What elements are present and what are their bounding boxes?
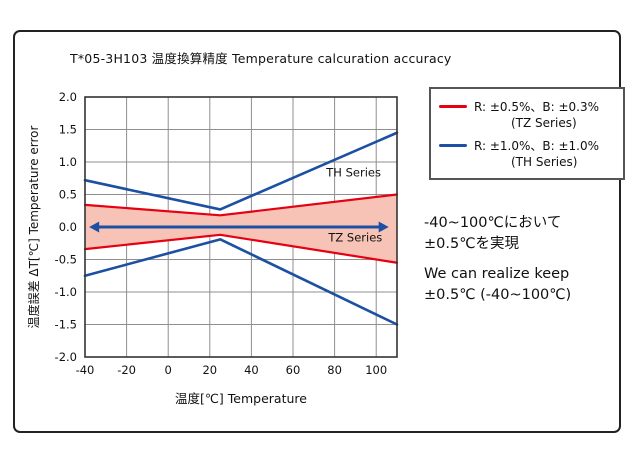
th-series-line-swatch — [439, 144, 467, 147]
tz-tolerance-band — [85, 194, 397, 263]
note-jp-line2: ±0.5℃を実現 — [424, 236, 519, 253]
y-tick-label: -0.5 — [55, 253, 77, 267]
y-tick-label: 1.0 — [59, 155, 77, 169]
legend-label-tz: R: ±0.5%、B: ±0.3% — [474, 100, 599, 114]
y-tick-label: 2.0 — [59, 90, 77, 104]
note-en-line1: We can realize keep — [424, 266, 570, 283]
arrowhead-left — [89, 221, 100, 233]
legend: R: ±0.5%、B: ±0.3% (TZ Series) R: ±1.0%、B… — [429, 87, 625, 180]
y-tick-label: 0.0 — [59, 220, 77, 234]
x-tick-label: 40 — [244, 363, 259, 377]
arrowhead-right — [378, 221, 389, 233]
y-tick-label: 1.5 — [59, 123, 77, 137]
series-line-th-lower — [83, 238, 399, 326]
legend-sublabel-tz: (TZ Series) — [511, 116, 577, 130]
y-tick-label: -2.0 — [55, 350, 77, 364]
outer-border — [13, 30, 621, 433]
series-line-tz-lower — [83, 233, 399, 264]
note-en-line2: ±0.5℃ (-40~100℃) — [424, 287, 572, 304]
x-tick-label: 80 — [327, 363, 342, 377]
accuracy-notes: -40~100℃において ±0.5℃を実現 We can realize kee… — [424, 213, 630, 306]
note-spacer — [424, 255, 630, 264]
legend-label-th: R: ±1.0%、B: ±1.0% — [474, 139, 599, 153]
y-tick-label: -1.5 — [55, 318, 77, 332]
series-label-th-series: TH Series — [325, 165, 381, 179]
x-tick-label: -40 — [76, 363, 95, 377]
x-tick-label: 0 — [165, 363, 172, 377]
note-jp-line1: -40~100℃において — [424, 215, 562, 231]
x-tick-label: -20 — [117, 363, 136, 377]
x-tick-label: 60 — [286, 363, 301, 377]
series-line-th-upper — [83, 131, 399, 211]
tz-series-line-swatch — [439, 105, 467, 108]
x-axis-label: 温度[℃] Temperature — [175, 391, 307, 406]
legend-item-th: R: ±1.0%、B: ±1.0% (TH Series) — [439, 137, 615, 169]
plot-border — [84, 96, 398, 358]
chart-title: T*05-3H103 温度換算精度 Temperature calcuratio… — [70, 51, 452, 66]
legend-item-tz: R: ±0.5%、B: ±0.3% (TZ Series) — [439, 98, 615, 130]
x-tick-label: 20 — [202, 363, 217, 377]
y-tick-label: -1.0 — [55, 285, 77, 299]
y-axis-label: 温度誤差 ΔT[℃] Temperature error — [26, 125, 41, 328]
y-tick-label: 0.5 — [59, 188, 77, 202]
legend-sublabel-th: (TH Series) — [511, 155, 578, 169]
series-line-tz-upper — [83, 193, 399, 217]
x-tick-label: 100 — [365, 363, 387, 377]
series-label-tz-series: TZ Series — [327, 230, 382, 244]
